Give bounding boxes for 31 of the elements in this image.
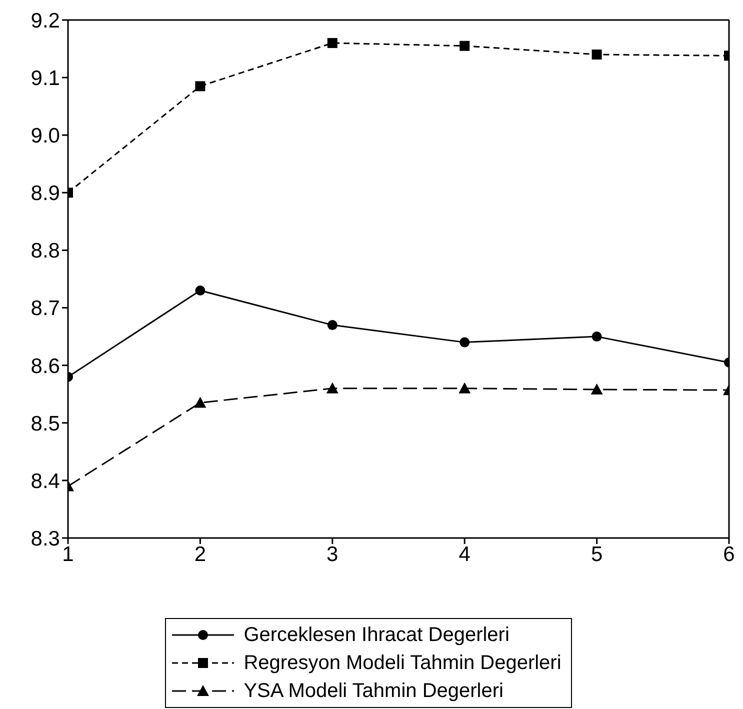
point <box>590 384 603 395</box>
x-tick-label: 5 <box>590 542 603 566</box>
legend-label: Regresyon Modeli Tahmin Degerleri <box>244 651 562 676</box>
point <box>460 337 470 348</box>
y-tick-label: 9.2 <box>30 9 60 32</box>
y-tick-label: 8.5 <box>30 412 60 436</box>
point <box>326 382 338 394</box>
x-tick-label: 6 <box>723 542 735 566</box>
y-tick-label: 9.1 <box>30 67 60 90</box>
x-tick-label: 4 <box>458 542 471 566</box>
point <box>460 40 470 51</box>
point <box>195 286 206 296</box>
point <box>327 320 338 330</box>
point <box>592 332 602 342</box>
point <box>327 38 338 48</box>
legend-label: YSA Modeli Tahmin Degerleri <box>244 679 504 704</box>
legend-label: Gerceklesen Ihracat Degerleri <box>244 623 510 648</box>
point <box>195 81 206 92</box>
y-tick-label: 8.9 <box>30 182 60 206</box>
point <box>592 50 602 60</box>
x-tick-label: 3 <box>326 542 338 566</box>
y-tick-label: 8.7 <box>30 297 60 320</box>
point <box>458 382 471 394</box>
x-tick-label: 1 <box>62 542 74 566</box>
x-tick-label: 2 <box>194 542 206 566</box>
y-tick-label: 8.6 <box>30 354 60 378</box>
y-tick-label: 8.3 <box>30 527 60 550</box>
y-tick-label: 8.4 <box>30 470 60 493</box>
y-tick-label: 9.0 <box>30 124 60 148</box>
y-tick-label: 8.8 <box>30 240 60 263</box>
point <box>194 396 206 408</box>
